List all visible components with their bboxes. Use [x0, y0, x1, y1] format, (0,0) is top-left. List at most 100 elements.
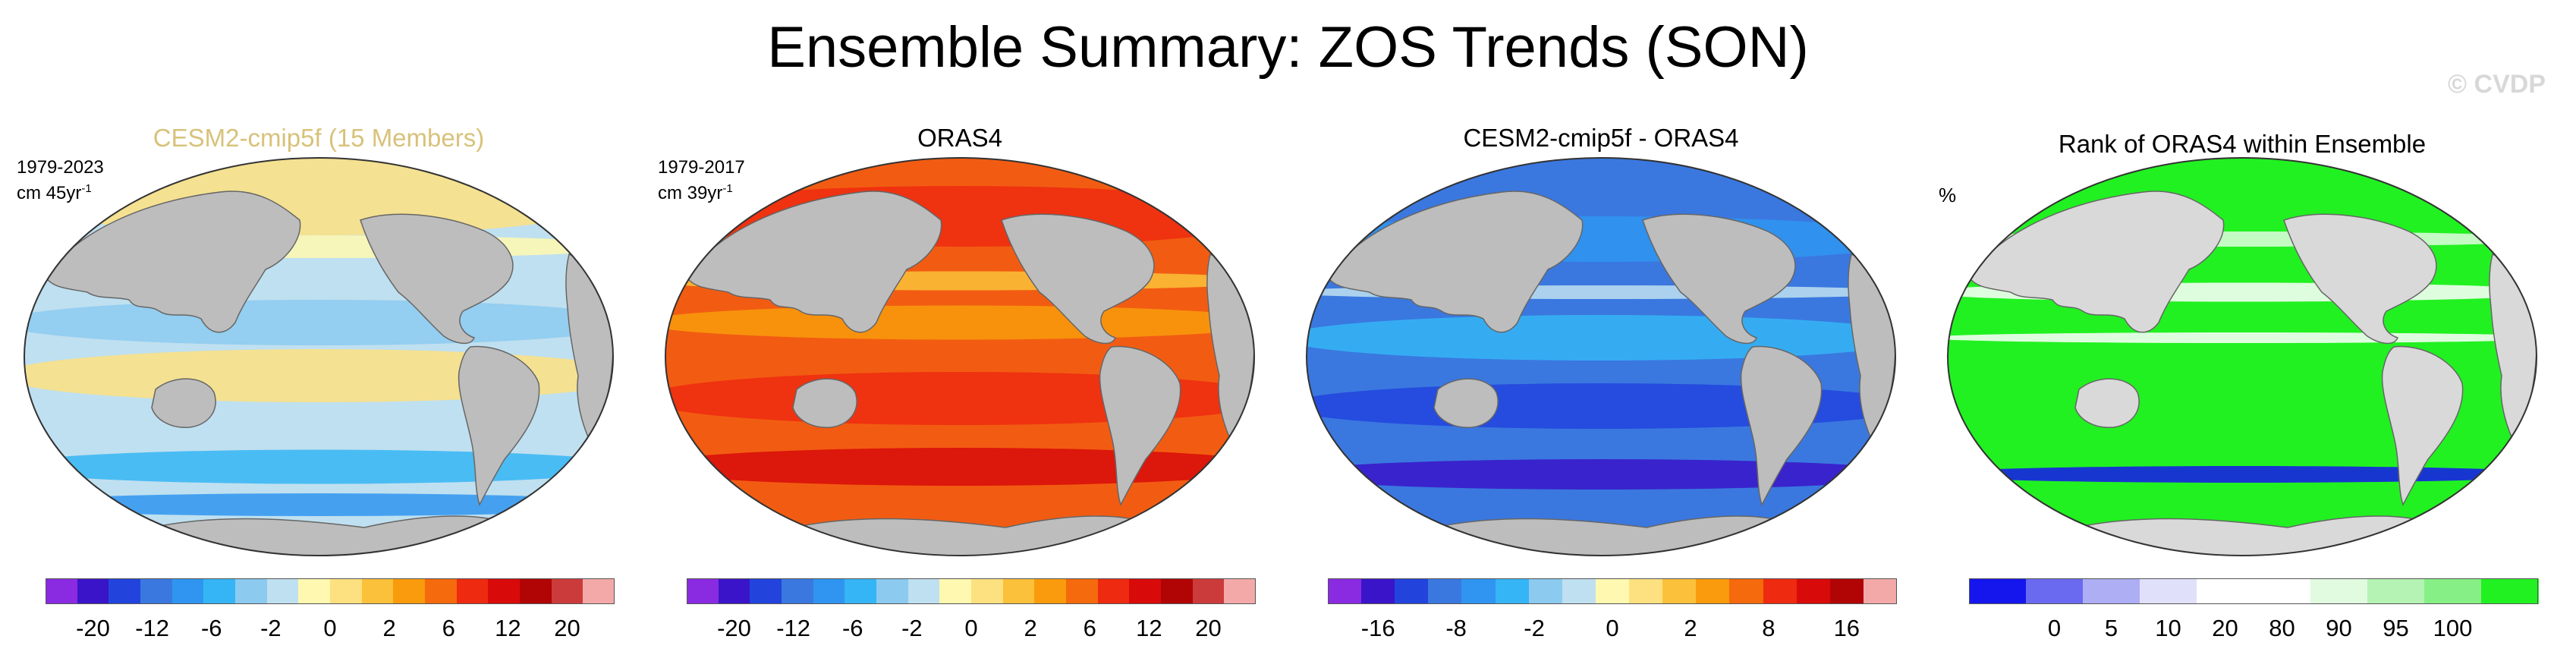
colorbar-swatch: [1328, 578, 1362, 604]
colorbar-tick-label: -8: [1445, 615, 1467, 641]
colorbar-tick-label: -12: [135, 615, 170, 641]
panel-1-colorbar: -20 -12 -6 -2 0 2 6 12 20: [46, 578, 615, 641]
colorbar-swatch: [1595, 578, 1630, 604]
colorbar-swatch: [1729, 578, 1764, 604]
colorbar-tick-label: -2: [901, 615, 923, 641]
colorbar-tick-label: 8: [1762, 615, 1776, 641]
colorbar-swatch: [235, 578, 268, 604]
colorbar-swatch: [2310, 578, 2368, 604]
colorbar-swatch: [1763, 578, 1798, 604]
colorbar-swatch: [939, 578, 972, 604]
colorbar-tick-label: -2: [1524, 615, 1545, 641]
panel-2-period: 1979-2017: [658, 157, 745, 178]
colorbar-frame: [1969, 578, 2538, 604]
colorbar-swatch: [2481, 578, 2539, 604]
panel-2-title: ORAS4: [917, 124, 1002, 152]
cvdp-watermark: © CVDP: [2448, 70, 2546, 99]
colorbar-swatch: [907, 578, 940, 604]
colorbar-tick-label: 20: [1195, 615, 1222, 641]
colorbar-swatch: [2026, 578, 2084, 604]
colorbar-swatch: [1528, 578, 1563, 604]
colorbar-tick-label: 6: [442, 615, 455, 641]
colorbar-swatch: [1629, 578, 1663, 604]
colorbar-swatch: [782, 578, 814, 604]
colorbar-swatch: [456, 578, 489, 604]
colorbar-swatch: [971, 578, 1004, 604]
colorbar-swatch: [266, 578, 299, 604]
colorbar-tick-label: -2: [260, 615, 282, 641]
colorbar-swatch: [1662, 578, 1697, 604]
panel-4-units: %: [1939, 184, 1957, 206]
colorbar-tick-label: 20: [2212, 615, 2238, 641]
colorbar-tick-label: 12: [495, 615, 521, 641]
colorbar-swatch: [488, 578, 521, 604]
colorbar-tick-label: 0: [964, 615, 978, 641]
colorbar-swatch: [876, 578, 909, 604]
colorbar-swatch: [2197, 578, 2254, 604]
colorbar-swatch: [813, 578, 845, 604]
colorbar-swatch: [1395, 578, 1429, 604]
panel-2-units: cm 39yr-1: [658, 182, 733, 203]
colorbar-swatch: [330, 578, 363, 604]
panel-1-title: CESM2-cmip5f (15 Members): [153, 124, 485, 152]
colorbar-tick-label: 12: [1136, 615, 1162, 641]
colorbar-tick-label: -20: [717, 615, 751, 641]
colorbar-tick-label: 16: [1833, 615, 1860, 641]
colorbar-tick-label: 80: [2269, 615, 2295, 641]
colorbar-swatch: [1863, 578, 1898, 604]
panel-2-map: [665, 157, 1255, 556]
colorbar-swatch: [1224, 578, 1257, 604]
panel-4-title: Rank of ORAS4 within Ensemble: [2058, 130, 2427, 158]
colorbar-swatch: [551, 578, 583, 604]
colorbar-frame: [687, 578, 1256, 604]
colorbar-swatch: [687, 578, 719, 604]
colorbar-tick-label: 0: [1606, 615, 1619, 641]
colorbar-tick-label: 0: [323, 615, 337, 641]
colorbar-swatch: [1161, 578, 1194, 604]
colorbar-tick-label: -20: [76, 615, 110, 641]
colorbar-swatch: [46, 578, 78, 604]
colorbar-swatch: [140, 578, 173, 604]
colorbar-swatch: [520, 578, 552, 604]
colorbar-frame: [46, 578, 615, 604]
colorbar-tick-label: 10: [2155, 615, 2181, 641]
colorbar-tick-label: -16: [1360, 615, 1395, 641]
colorbar-swatch: [2140, 578, 2197, 604]
colorbar-swatch: [203, 578, 236, 604]
colorbar-swatch: [1129, 578, 1162, 604]
colorbar-swatch: [1192, 578, 1225, 604]
panel-1-units: cm 45yr-1: [17, 182, 92, 203]
colorbar-swatch: [298, 578, 331, 604]
colorbar-swatch: [1034, 578, 1067, 604]
colorbar-swatch: [1829, 578, 1864, 604]
colorbar-swatch: [109, 578, 141, 604]
panel-4-colorbar: 0 5 10 20 80 90 95 100: [1969, 578, 2539, 641]
panel-1-period: 1979-2023: [17, 157, 104, 178]
colorbar-swatch: [2254, 578, 2311, 604]
colorbar-swatch: [718, 578, 750, 604]
colorbar-swatch: [845, 578, 877, 604]
colorbar-tick-label: -6: [841, 615, 863, 641]
colorbar-tick-label: 90: [2326, 615, 2352, 641]
colorbar-swatch: [1428, 578, 1462, 604]
colorbar-swatch: [2424, 578, 2482, 604]
colorbar-tick-label: -6: [200, 615, 222, 641]
colorbar-swatch: [1495, 578, 1530, 604]
colorbar-swatch: [393, 578, 426, 604]
colorbar-swatch: [1696, 578, 1730, 604]
panel-3-map: [1306, 157, 1896, 556]
panel-2-colorbar: -20 -12 -6 -2 0 2 6 12 20: [687, 578, 1257, 641]
colorbar-swatch: [583, 578, 615, 604]
panel-3-title: CESM2-cmip5f - ORAS4: [1463, 124, 1739, 152]
colorbar-swatch: [750, 578, 782, 604]
colorbar-swatch: [1361, 578, 1395, 604]
colorbar-tick-label: 6: [1083, 615, 1096, 641]
colorbar-tick-label: 95: [2383, 615, 2409, 641]
colorbar-swatch: [1969, 578, 2027, 604]
colorbar-frame: [1328, 578, 1897, 604]
colorbar-swatch: [1066, 578, 1099, 604]
colorbar-tick-label: 5: [2104, 615, 2118, 641]
colorbar-swatch: [361, 578, 394, 604]
panel-1-map: [24, 157, 614, 556]
panel-3-colorbar: -16 -8 -2 0 2 8 16: [1328, 578, 1898, 641]
